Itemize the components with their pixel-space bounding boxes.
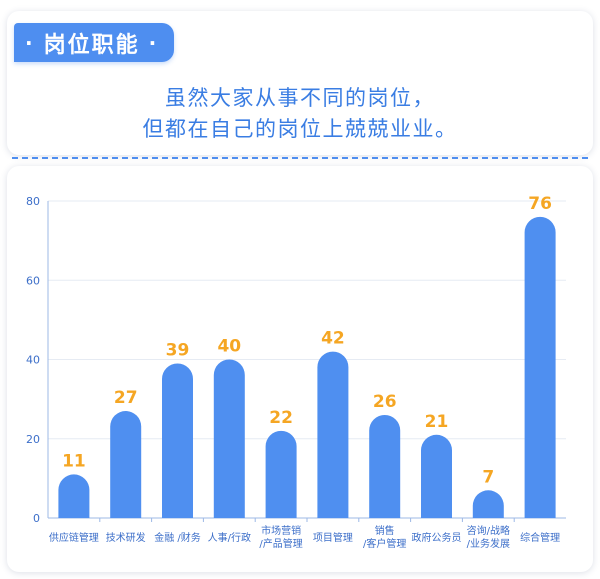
bar (110, 411, 142, 518)
x-tick-label: /客户管理 (363, 537, 406, 550)
x-tick-label: 人事/行政 (208, 531, 251, 544)
y-tick-label: 60 (26, 274, 40, 287)
bar (317, 351, 349, 518)
bar (213, 359, 245, 518)
bar-value-label: 76 (528, 194, 552, 214)
y-tick-label: 0 (33, 512, 40, 525)
bar (369, 414, 401, 518)
y-tick-label: 80 (26, 195, 40, 208)
badge-dot-icon: · (148, 30, 159, 55)
x-tick-label: 销售 (375, 524, 395, 537)
x-tick-label: 咨询/战略 (467, 524, 510, 537)
x-tick-label: 市场营销 (261, 524, 301, 537)
section-badge: · 岗位职能 · (14, 23, 175, 62)
bar-value-label: 21 (425, 412, 449, 432)
bar-value-label: 40 (217, 337, 241, 357)
bar (421, 434, 452, 518)
bar-value-label: 22 (269, 408, 293, 428)
bar (58, 474, 90, 518)
badge-label: 岗位职能 (43, 32, 140, 58)
bar (524, 216, 556, 519)
y-tick-label: 40 (26, 354, 40, 367)
x-tick-label: 综合管理 (520, 531, 560, 544)
bar (162, 363, 193, 518)
dashed-divider (12, 157, 588, 159)
bar (472, 490, 504, 518)
x-tick-label: /产品管理 (259, 537, 302, 550)
x-tick-label: 金融 /财务 (154, 531, 201, 544)
bar-value-label: 26 (373, 392, 397, 412)
x-tick-label: 项目管理 (313, 531, 353, 544)
subtitle-line-2: 但都在自己的岗位上兢兢业业。 (142, 117, 458, 141)
bar-value-label: 11 (62, 451, 86, 471)
x-tick-label: /业务发展 (467, 537, 510, 550)
badge-dot-icon: · (25, 30, 35, 55)
y-tick-label: 20 (26, 433, 40, 446)
x-tick-label: 技术研发 (106, 531, 146, 544)
subtitle-line-1: 虽然大家从事不同的岗位， (165, 86, 435, 110)
bar-value-label: 27 (114, 388, 138, 408)
bar-value-label: 7 (482, 467, 494, 487)
x-tick-label: 政府公务员 (412, 531, 462, 544)
x-tick-label: 供应链管理 (49, 531, 99, 544)
bar-value-label: 42 (321, 329, 345, 349)
header-card: · 岗位职能 · 虽然大家从事不同的岗位， 但都在自己的岗位上兢兢业业。 (7, 11, 593, 155)
subtitle: 虽然大家从事不同的岗位， 但都在自己的岗位上兢兢业业。 (7, 83, 593, 145)
bar (265, 430, 297, 518)
bar-value-label: 39 (166, 340, 190, 360)
